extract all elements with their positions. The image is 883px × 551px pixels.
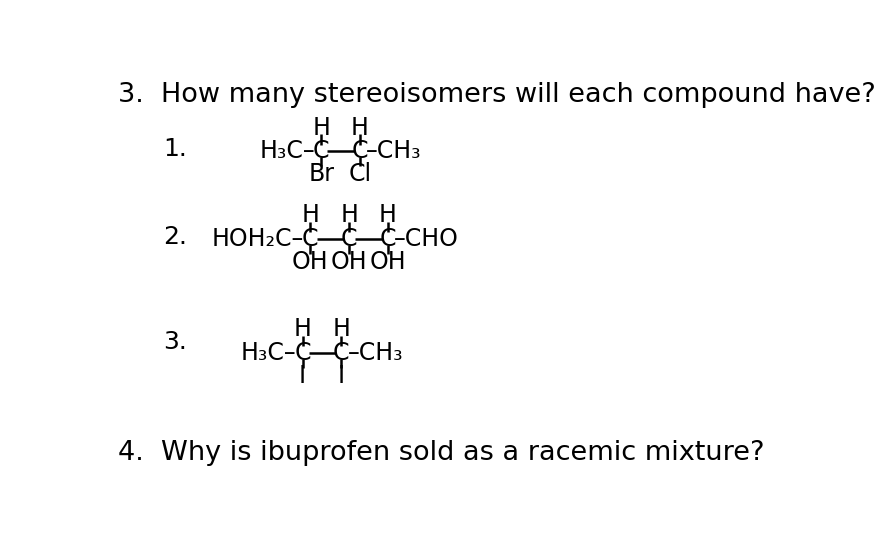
Text: –CHO: –CHO (394, 226, 459, 251)
Text: 1.: 1. (163, 137, 187, 161)
Text: 3.  How many stereoisomers will each compound have?: 3. How many stereoisomers will each comp… (118, 82, 876, 107)
Text: HOH₂C–: HOH₂C– (212, 226, 304, 251)
Text: H₃C–: H₃C– (260, 139, 315, 163)
Text: I: I (338, 364, 345, 388)
Text: Br: Br (308, 162, 334, 186)
Text: C: C (294, 341, 311, 365)
Text: C: C (351, 139, 368, 163)
Text: C: C (333, 341, 350, 365)
Text: C: C (380, 226, 396, 251)
Text: C: C (341, 226, 358, 251)
Text: H: H (332, 317, 351, 342)
Text: OH: OH (369, 250, 406, 274)
Text: H₃C–: H₃C– (241, 341, 297, 365)
Text: 3.: 3. (163, 330, 187, 354)
Text: OH: OH (331, 250, 367, 274)
Text: H: H (301, 203, 320, 228)
Text: 2.: 2. (163, 225, 187, 249)
Text: I: I (299, 364, 306, 388)
Text: H: H (313, 116, 330, 140)
Text: C: C (302, 226, 319, 251)
Text: H: H (294, 317, 312, 342)
Text: OH: OH (292, 250, 328, 274)
Text: 4.  Why is ibuprofen sold as a racemic mixture?: 4. Why is ibuprofen sold as a racemic mi… (118, 440, 765, 466)
Text: H: H (340, 203, 358, 228)
Text: –CH₃: –CH₃ (366, 139, 422, 163)
Text: C: C (313, 139, 329, 163)
Text: Cl: Cl (349, 162, 372, 186)
Text: H: H (379, 203, 396, 228)
Text: H: H (351, 116, 369, 140)
Text: –CH₃: –CH₃ (348, 341, 404, 365)
